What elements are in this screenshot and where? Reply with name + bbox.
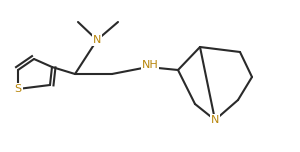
Text: S: S <box>14 84 22 94</box>
Text: N: N <box>211 115 219 125</box>
Text: N: N <box>93 35 101 45</box>
Text: NH: NH <box>142 60 158 70</box>
